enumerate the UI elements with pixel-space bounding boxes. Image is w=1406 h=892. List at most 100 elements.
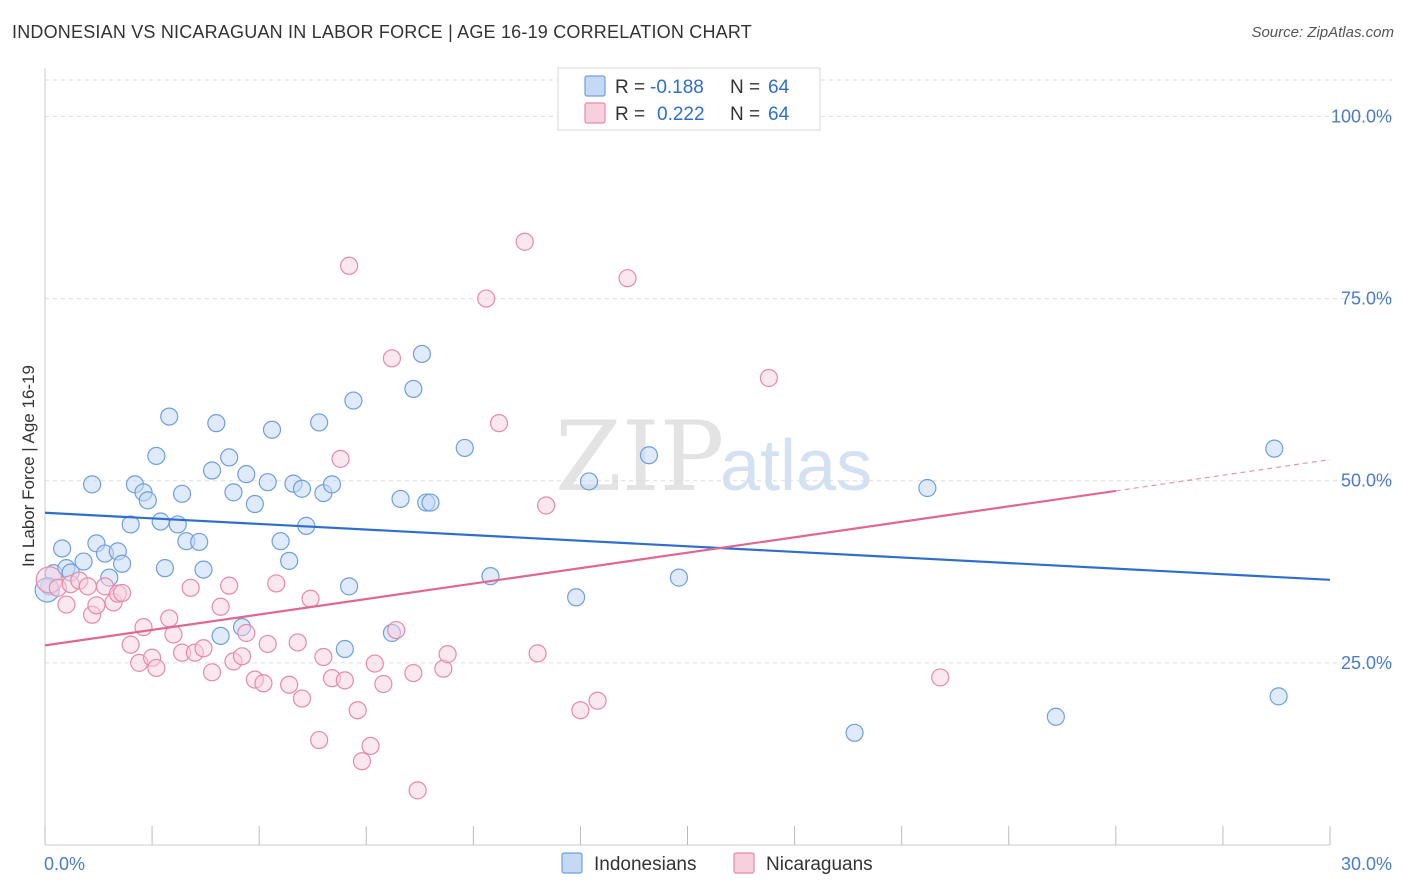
point-indonesians bbox=[258, 473, 277, 492]
x-tick-label-max: 30.0% bbox=[1341, 854, 1392, 874]
point-indonesians bbox=[918, 478, 937, 498]
point-indonesians bbox=[207, 414, 226, 433]
point-nicaraguans bbox=[220, 576, 239, 595]
legend-n-label-2: N = bbox=[730, 104, 760, 125]
y-tick-label-25: 25.0% bbox=[1341, 653, 1392, 673]
point-nicaraguans bbox=[288, 633, 307, 652]
point-indonesians bbox=[404, 379, 423, 399]
x-tick-label-min: 0.0% bbox=[44, 854, 85, 874]
point-nicaraguans bbox=[331, 449, 350, 468]
y-tick-label-100: 100.0% bbox=[1331, 106, 1392, 126]
point-nicaraguans bbox=[181, 578, 200, 597]
point-nicaraguans bbox=[340, 256, 359, 275]
point-nicaraguans bbox=[280, 675, 299, 694]
point-indonesians bbox=[112, 554, 132, 573]
bottom-legend-swatch-indonesians bbox=[561, 852, 583, 874]
point-nicaraguans bbox=[361, 736, 380, 756]
point-nicaraguans bbox=[365, 654, 384, 673]
point-indonesians bbox=[83, 475, 102, 494]
point-nicaraguans bbox=[202, 663, 222, 682]
point-nicaraguans bbox=[374, 674, 393, 694]
point-indonesians bbox=[1265, 439, 1284, 458]
point-indonesians bbox=[579, 472, 599, 491]
point-indonesians bbox=[391, 489, 410, 509]
point-indonesians bbox=[211, 626, 230, 646]
point-indonesians bbox=[138, 491, 157, 510]
trend-line-indonesians bbox=[44, 511, 1331, 581]
legend-r-label-1: R = bbox=[615, 77, 645, 98]
y-tick-label-75: 75.0% bbox=[1341, 289, 1392, 309]
point-indonesians bbox=[151, 512, 170, 531]
point-indonesians bbox=[639, 446, 659, 465]
watermark-atlas: atlas bbox=[720, 426, 872, 506]
legend-n-value-1: 64 bbox=[768, 77, 790, 98]
point-nicaraguans bbox=[438, 645, 457, 664]
point-indonesians bbox=[202, 461, 222, 480]
point-nicaraguans bbox=[382, 349, 402, 368]
point-indonesians bbox=[237, 465, 256, 484]
trend-lines bbox=[44, 458, 1331, 647]
legend-r-value-1: -0.188 bbox=[650, 77, 704, 98]
trend-line-nicaraguans bbox=[44, 489, 1116, 647]
point-nicaraguans bbox=[335, 671, 354, 690]
trend-line-nicaraguans-extrapolated bbox=[1115, 458, 1331, 492]
bottom-legend-label-indonesians: Indonesians bbox=[594, 854, 696, 875]
point-indonesians bbox=[220, 448, 239, 467]
point-nicaraguans bbox=[571, 701, 590, 720]
point-indonesians bbox=[310, 413, 329, 432]
point-nicaraguans bbox=[121, 635, 140, 654]
point-indonesians bbox=[292, 479, 312, 498]
legend-swatch-indonesians bbox=[584, 75, 606, 97]
point-indonesians bbox=[340, 577, 359, 596]
gridlines: 25.0% 50.0% 75.0% 100.0% bbox=[45, 79, 1392, 673]
point-indonesians bbox=[262, 420, 282, 439]
point-indonesians bbox=[172, 484, 192, 503]
point-indonesians bbox=[344, 391, 363, 410]
point-indonesians bbox=[160, 407, 179, 426]
point-indonesians bbox=[155, 559, 175, 578]
point-nicaraguans bbox=[352, 752, 372, 771]
point-nicaraguans bbox=[515, 232, 534, 251]
legend: R = -0.188 N = 64 R = 0.222 N = 64 bbox=[557, 67, 821, 131]
point-indonesians bbox=[121, 515, 140, 534]
point-nicaraguans bbox=[618, 269, 637, 288]
bottom-legend-label-nicaraguans: Nicaraguans bbox=[766, 854, 873, 875]
point-indonesians bbox=[669, 568, 689, 587]
point-nicaraguans bbox=[477, 289, 496, 308]
point-nicaraguans bbox=[232, 647, 252, 666]
point-nicaraguans bbox=[194, 639, 213, 658]
point-nicaraguans bbox=[147, 658, 166, 678]
axes: 0.0% 30.0% bbox=[44, 68, 1392, 874]
point-indonesians bbox=[194, 560, 213, 579]
point-nicaraguans bbox=[292, 689, 312, 708]
point-indonesians bbox=[280, 551, 299, 570]
point-indonesians bbox=[190, 532, 209, 552]
series-indonesians bbox=[34, 344, 1288, 742]
watermark-zip: ZIP bbox=[555, 401, 724, 513]
legend-r-label-2: R = bbox=[615, 104, 645, 125]
point-nicaraguans bbox=[160, 609, 179, 628]
point-indonesians bbox=[224, 483, 243, 502]
point-nicaraguans bbox=[112, 583, 132, 603]
point-nicaraguans bbox=[267, 574, 286, 593]
point-nicaraguans bbox=[528, 644, 547, 663]
point-indonesians bbox=[567, 588, 586, 607]
point-indonesians bbox=[322, 475, 342, 494]
legend-swatch-nicaraguans bbox=[584, 102, 606, 124]
point-nicaraguans bbox=[258, 634, 277, 654]
point-indonesians bbox=[845, 723, 864, 742]
point-indonesians bbox=[271, 532, 290, 551]
point-indonesians bbox=[1046, 707, 1065, 726]
point-nicaraguans bbox=[211, 597, 230, 616]
point-nicaraguans bbox=[78, 577, 97, 596]
bottom-legend: Indonesians Nicaraguans bbox=[561, 852, 873, 875]
point-nicaraguans bbox=[314, 647, 333, 667]
point-nicaraguans bbox=[404, 663, 423, 683]
legend-n-label-1: N = bbox=[730, 77, 760, 98]
point-nicaraguans bbox=[310, 730, 329, 750]
point-nicaraguans bbox=[537, 496, 556, 515]
y-tick-label-50: 50.0% bbox=[1341, 471, 1392, 491]
point-indonesians bbox=[74, 552, 93, 571]
point-indonesians bbox=[455, 438, 474, 458]
point-nicaraguans bbox=[57, 595, 76, 614]
